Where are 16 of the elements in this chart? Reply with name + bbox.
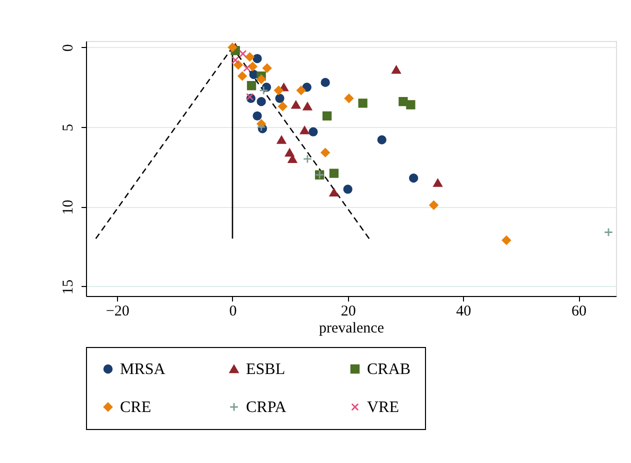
x-tick-label: 20 (340, 304, 356, 320)
y-tick-label: 10 (60, 200, 76, 215)
legend-label: VRE (367, 399, 399, 416)
y-tick-label: 5 (60, 124, 76, 132)
legend-label: CRAB (367, 361, 411, 378)
x-tick-label: 0 (229, 304, 237, 320)
y-tick-label: 0 (60, 44, 76, 52)
x-tick-label: 40 (456, 304, 472, 320)
legend-label: MRSA (120, 361, 166, 378)
x-tick-label: 60 (572, 304, 587, 320)
x-axis-title: prevalence (319, 320, 384, 336)
legend-label: CRPA (246, 399, 287, 416)
legend-label: CRE (120, 399, 152, 416)
x-tick-label: −20 (106, 304, 130, 320)
legend-label: ESBL (246, 361, 286, 378)
y-tick-label: 15 (60, 279, 76, 294)
